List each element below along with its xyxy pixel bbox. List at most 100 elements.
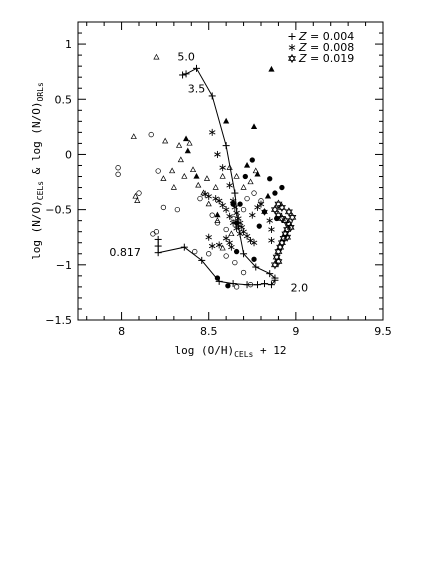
data-point-filled-circle bbox=[251, 256, 257, 262]
legend-entry-z0004: Z = 0.004 bbox=[288, 30, 354, 43]
y-tick-label: −0.5 bbox=[45, 204, 72, 217]
data-point-plus bbox=[193, 64, 201, 72]
data-point-open-circle bbox=[247, 282, 254, 288]
data-point-asterisk bbox=[236, 230, 244, 238]
data-point-open-circle bbox=[148, 131, 154, 138]
data-point-open-triangle bbox=[130, 133, 137, 139]
y-axis-label-subscript-cels: CELs bbox=[36, 181, 45, 200]
data-point-filled-circle bbox=[225, 283, 231, 289]
data-point-plus bbox=[208, 92, 216, 100]
data-point-star bbox=[274, 246, 283, 257]
data-point-filled-circle bbox=[261, 209, 268, 215]
data-point-asterisk bbox=[219, 201, 226, 209]
data-point-asterisk bbox=[250, 239, 258, 247]
legend-marker-plus bbox=[288, 33, 296, 40]
data-point-open-triangle bbox=[134, 197, 141, 203]
data-point-asterisk bbox=[233, 224, 240, 232]
data-point-plus bbox=[182, 70, 190, 78]
data-point-open-triangle bbox=[177, 156, 184, 163]
data-point-filled-triangle bbox=[254, 170, 261, 177]
data-point-open-circle bbox=[209, 212, 215, 218]
data-point-open-triangle bbox=[200, 189, 207, 196]
data-point-open-triangle bbox=[195, 181, 202, 188]
data-point-open-triangle bbox=[170, 184, 177, 190]
data-point-asterisk bbox=[222, 234, 230, 242]
data-point-plus bbox=[154, 235, 162, 243]
data-point-filled-circle bbox=[230, 201, 236, 207]
data-point-asterisk bbox=[266, 217, 273, 225]
data-point-plus bbox=[260, 280, 268, 288]
data-point-open-circle bbox=[160, 204, 167, 211]
data-point-open-triangle bbox=[160, 175, 167, 181]
legend-label: Z = 0.004 bbox=[298, 30, 354, 43]
data-point-plus bbox=[179, 71, 187, 79]
data-point-filled-triangle bbox=[250, 123, 258, 130]
data-point-filled-circle bbox=[237, 201, 243, 207]
model-tracks bbox=[157, 67, 276, 286]
data-point-open-triangle bbox=[132, 192, 139, 199]
data-point-star bbox=[270, 260, 279, 270]
data-point-open-circle bbox=[115, 165, 121, 171]
legend-label: Z = 0.019 bbox=[298, 52, 354, 65]
data-point-filled-circle bbox=[274, 215, 280, 222]
data-point-star bbox=[274, 256, 283, 267]
mass-annotation: 2.0 bbox=[291, 281, 309, 294]
data-point-open-triangle bbox=[252, 167, 259, 174]
data-point-asterisk bbox=[208, 128, 216, 136]
legend-marker-star bbox=[288, 53, 296, 64]
data-point-open-triangle bbox=[205, 200, 212, 207]
data-point-plus bbox=[267, 281, 275, 289]
data-point-plus bbox=[154, 249, 162, 257]
data-point-star bbox=[270, 205, 279, 215]
x-axis-label-subscript: CELs bbox=[234, 350, 253, 359]
y-tick-label: −1.5 bbox=[45, 314, 72, 327]
data-point-open-circle bbox=[155, 168, 161, 174]
data-point-open-circle bbox=[223, 253, 229, 259]
legend-marker-star bbox=[288, 53, 296, 64]
data-point-open-triangle bbox=[212, 184, 219, 190]
data-point-asterisk bbox=[226, 212, 233, 220]
legend-entry-z0019: Z = 0.019 bbox=[288, 52, 354, 65]
data-point-filled-triangle bbox=[214, 211, 221, 218]
data-point-filled-circle bbox=[242, 173, 248, 180]
data-point-asterisk bbox=[214, 150, 221, 158]
data-point-filled-circle bbox=[267, 176, 273, 182]
data-point-plus bbox=[180, 243, 188, 251]
y-axis-label-subscript-orls: ORLs bbox=[36, 82, 45, 101]
data-point-open-circle bbox=[214, 220, 221, 226]
data-point-asterisk bbox=[205, 192, 212, 200]
data-point-open-triangle bbox=[228, 230, 235, 237]
data-point-open-triangle bbox=[153, 53, 160, 60]
data-point-open-circle bbox=[223, 226, 229, 233]
data-point-open-triangle bbox=[203, 175, 211, 181]
data-point-plus bbox=[198, 256, 206, 264]
data-point-filled-triangle bbox=[268, 65, 275, 72]
data-point-plus bbox=[231, 189, 239, 197]
data-point-star bbox=[286, 222, 295, 232]
data-point-asterisk bbox=[212, 195, 219, 203]
data-point-filled-circle bbox=[249, 157, 255, 163]
data-point-asterisk bbox=[257, 200, 265, 208]
data-point-open-triangle bbox=[240, 184, 247, 190]
data-point-open-circle bbox=[192, 248, 198, 255]
data-point-asterisk bbox=[226, 181, 233, 189]
data-point-asterisk bbox=[219, 164, 226, 172]
data-point-asterisk bbox=[215, 197, 223, 205]
data-point-open-circle bbox=[258, 198, 264, 204]
mass-annotation: 3.5 bbox=[188, 83, 206, 96]
legend-label: Z = 0.008 bbox=[298, 41, 354, 54]
data-point-filled-triangle bbox=[182, 135, 190, 142]
data-point-asterisk bbox=[222, 206, 230, 214]
data-point-plus bbox=[229, 280, 237, 288]
data-point-filled-circle bbox=[272, 190, 278, 196]
data-point-filled-circle bbox=[233, 220, 240, 226]
data-point-asterisk bbox=[215, 241, 223, 249]
data-point-star bbox=[288, 212, 297, 222]
data-point-asterisk bbox=[205, 233, 212, 241]
data-point-star bbox=[284, 207, 293, 217]
data-point-open-circle bbox=[115, 171, 121, 177]
data-point-star bbox=[281, 216, 290, 226]
data-point-filled-circle bbox=[214, 275, 221, 281]
legend-entry-z0008: Z = 0.008 bbox=[288, 41, 354, 54]
